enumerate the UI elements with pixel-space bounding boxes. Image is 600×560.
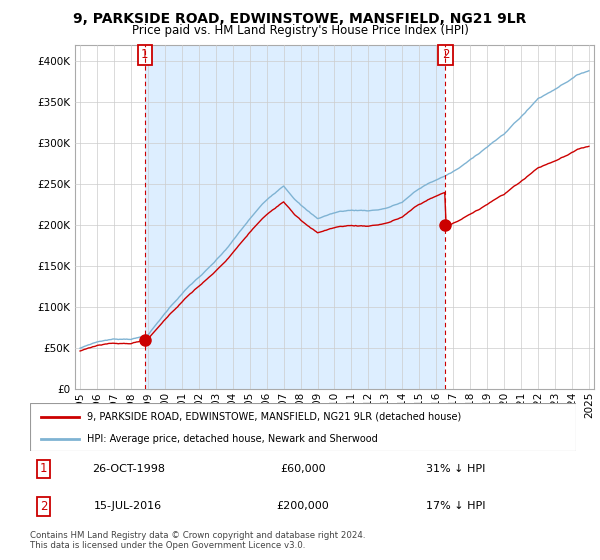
- Text: 31% ↓ HPI: 31% ↓ HPI: [426, 464, 485, 474]
- Text: 17% ↓ HPI: 17% ↓ HPI: [426, 501, 485, 511]
- Bar: [145, 45, 445, 389]
- Text: £60,000: £60,000: [280, 464, 326, 474]
- FancyBboxPatch shape: [30, 403, 576, 451]
- Text: 2: 2: [40, 500, 47, 512]
- Text: Price paid vs. HM Land Registry's House Price Index (HPI): Price paid vs. HM Land Registry's House …: [131, 24, 469, 37]
- Text: HPI: Average price, detached house, Newark and Sherwood: HPI: Average price, detached house, Newa…: [88, 434, 378, 444]
- Text: 1: 1: [40, 463, 47, 475]
- Text: 2: 2: [442, 48, 449, 61]
- Text: 9, PARKSIDE ROAD, EDWINSTOWE, MANSFIELD, NG21 9LR (detached house): 9, PARKSIDE ROAD, EDWINSTOWE, MANSFIELD,…: [88, 412, 461, 422]
- Text: 9, PARKSIDE ROAD, EDWINSTOWE, MANSFIELD, NG21 9LR: 9, PARKSIDE ROAD, EDWINSTOWE, MANSFIELD,…: [73, 12, 527, 26]
- Text: Contains HM Land Registry data © Crown copyright and database right 2024.
This d: Contains HM Land Registry data © Crown c…: [30, 531, 365, 550]
- Text: 1: 1: [141, 48, 149, 61]
- Text: £200,000: £200,000: [277, 501, 329, 511]
- Text: 15-JUL-2016: 15-JUL-2016: [94, 501, 163, 511]
- Text: 26-OCT-1998: 26-OCT-1998: [92, 464, 165, 474]
